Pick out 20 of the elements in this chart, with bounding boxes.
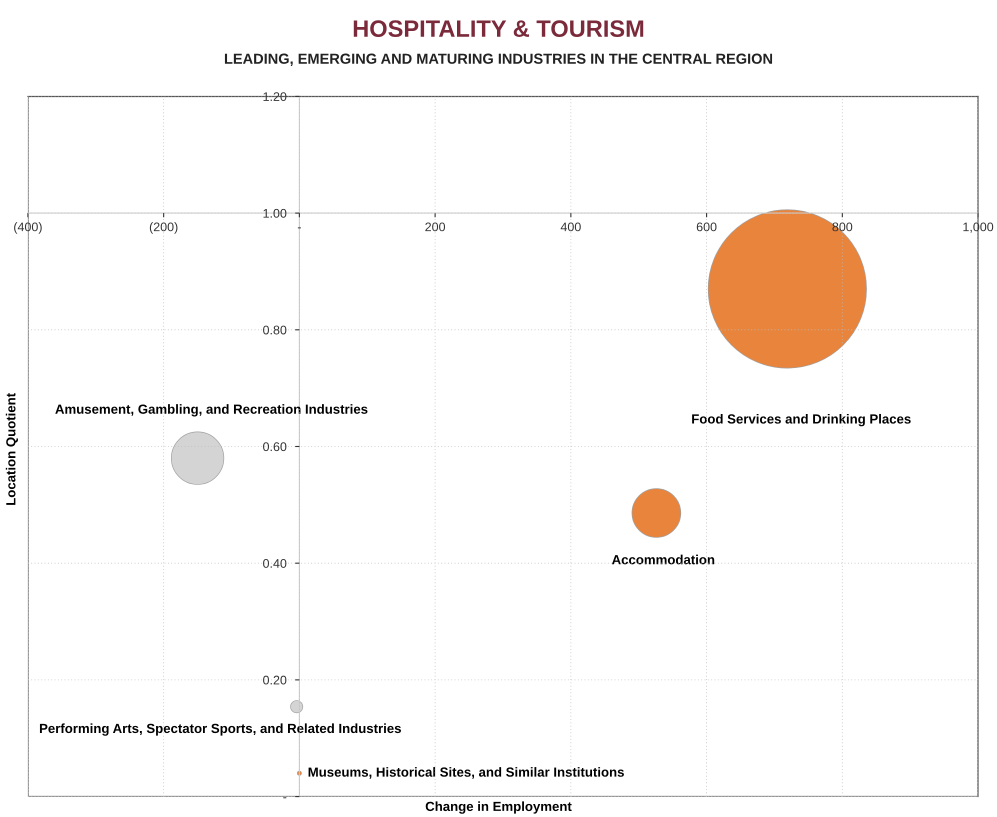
x-tick-label: -: [298, 227, 301, 228]
y-tick-label: 0.60: [263, 442, 286, 452]
annotation: Museums, Historical Sites, and Similar Institutions: [308, 767, 624, 779]
y-tick-label: 1.00: [264, 208, 286, 218]
x-tick-label: (200): [150, 222, 178, 234]
y-tick-label: -: [283, 797, 286, 798]
y-tick-label: 0.40: [263, 558, 286, 568]
x-tick-label: 200: [425, 222, 446, 232]
x-tick-label: 400: [560, 222, 581, 232]
chart-subtitle: LEADING, EMERGING AND MATURING INDUSTRIES IN THE CENTRAL REGION: [224, 54, 772, 66]
annotation: Food Services and Drinking Places: [692, 414, 911, 426]
y-tick-label: 0.80: [263, 326, 286, 334]
y-axis-title: Location Quotient: [6, 393, 18, 505]
x-tick-label: 600: [696, 222, 717, 232]
y-tick-label: 0.20: [263, 676, 286, 685]
annotation: Accommodation: [612, 554, 714, 564]
chart-title: HOSPITALITY & TOURISM: [354, 20, 644, 37]
annotation: Performing Arts, Spectator Sports, and Related Industries: [40, 723, 401, 736]
x-axis-title: Change in Employment: [426, 801, 572, 814]
annotation: Amusement, Gambling, and Recreation Industries: [55, 404, 368, 416]
